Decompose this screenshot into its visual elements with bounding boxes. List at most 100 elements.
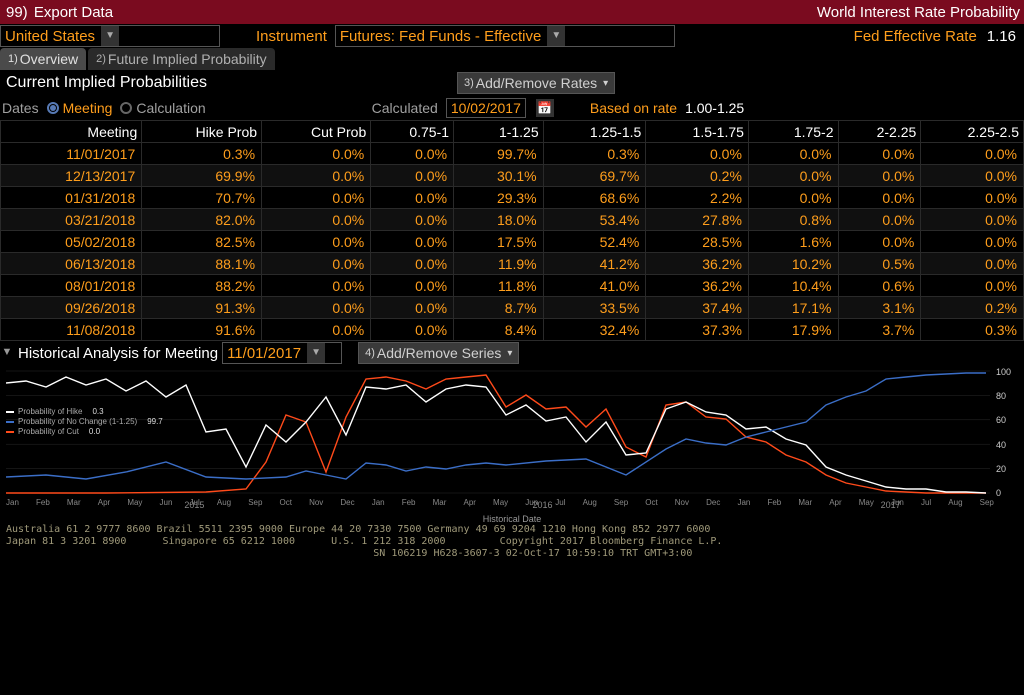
table-cell: 70.7%: [142, 187, 262, 209]
x-tick: Jul: [555, 498, 565, 507]
table-cell: 0.0%: [646, 143, 749, 165]
table-cell: 33.5%: [543, 297, 646, 319]
x-tick: Jan: [6, 498, 19, 507]
legend-item: Probability of No Change (1-1.25)99.7: [6, 417, 163, 427]
y-tick: 100: [996, 367, 1011, 377]
table-cell: 91.3%: [142, 297, 262, 319]
menu-num: 3): [464, 77, 474, 89]
x-tick: Aug: [217, 498, 231, 507]
probabilities-table: MeetingHike ProbCut Prob0.75-11-1.251.25…: [0, 120, 1024, 341]
country-select[interactable]: United States ▼: [0, 25, 220, 47]
column-header: 1-1.25: [454, 121, 544, 143]
table-row[interactable]: 09/26/201891.3%0.0%0.0%8.7%33.5%37.4%17.…: [1, 297, 1024, 319]
table-cell: 1.6%: [748, 231, 838, 253]
collapse-icon[interactable]: ▼: [0, 346, 14, 360]
chart-title: Historical Analysis for Meeting: [18, 345, 218, 362]
table-cell: 69.7%: [543, 165, 646, 187]
chart-date-value: 11/01/2017: [227, 345, 301, 362]
x-tick: Aug: [583, 498, 597, 507]
table-cell: 69.9%: [142, 165, 262, 187]
table-cell: 0.0%: [921, 187, 1024, 209]
table-cell: 52.4%: [543, 231, 646, 253]
table-cell: 0.0%: [371, 187, 454, 209]
table-row[interactable]: 08/01/201888.2%0.0%0.0%11.8%41.0%36.2%10…: [1, 275, 1024, 297]
chevron-down-icon: ▼: [101, 26, 119, 46]
footer-line-1: Australia 61 2 9777 8600 Brazil 5511 239…: [6, 524, 1018, 536]
radio-meeting[interactable]: Meeting: [47, 100, 113, 116]
add-remove-rates-button[interactable]: 3) Add/Remove Rates ▾: [457, 72, 615, 94]
x-tick: May: [493, 498, 508, 507]
table-cell: 12/13/2017: [1, 165, 142, 187]
table-cell: 0.0%: [371, 275, 454, 297]
dates-label: Dates: [2, 100, 39, 116]
table-cell: 0.0%: [921, 231, 1024, 253]
column-header: 0.75-1: [371, 121, 454, 143]
chart-legend: Probability of Hike0.3Probability of No …: [6, 407, 163, 437]
table-cell: 41.2%: [543, 253, 646, 275]
x-tick: Aug: [948, 498, 962, 507]
table-cell: 0.0%: [838, 143, 921, 165]
add-remove-series-button[interactable]: 4) Add/Remove Series ▾: [358, 342, 519, 364]
chart-date-select[interactable]: 11/01/2017 ▼: [222, 342, 342, 364]
x-tick: Mar: [67, 498, 81, 507]
table-row[interactable]: 01/31/201870.7%0.0%0.0%29.3%68.6%2.2%0.0…: [1, 187, 1024, 209]
table-cell: 17.1%: [748, 297, 838, 319]
top-bar: 99) Export Data World Interest Rate Prob…: [0, 0, 1024, 24]
table-cell: 29.3%: [454, 187, 544, 209]
table-cell: 0.0%: [262, 209, 371, 231]
chart-header: ▼ Historical Analysis for Meeting 11/01/…: [0, 341, 1024, 365]
table-cell: 0.0%: [921, 165, 1024, 187]
table-cell: 0.3%: [921, 319, 1024, 341]
table-row[interactable]: 11/01/20170.3%0.0%0.0%99.7%0.3%0.0%0.0%0…: [1, 143, 1024, 165]
column-header: Hike Prob: [142, 121, 262, 143]
table-cell: 37.4%: [646, 297, 749, 319]
table-row[interactable]: 11/08/201891.6%0.0%0.0%8.4%32.4%37.3%17.…: [1, 319, 1024, 341]
table-cell: 0.2%: [646, 165, 749, 187]
calculated-date-input[interactable]: 10/02/2017: [446, 98, 526, 118]
tab-future-implied[interactable]: 2) Future Implied Probability: [88, 48, 275, 70]
based-on-rate-label: Based on rate: [590, 100, 677, 116]
export-data-button[interactable]: 99) Export Data: [4, 4, 113, 21]
column-header: 2-2.25: [838, 121, 921, 143]
tabs: 1) Overview 2) Future Implied Probabilit…: [0, 48, 1024, 70]
radio-calculation[interactable]: Calculation: [120, 100, 205, 116]
x-tick: Jun: [160, 498, 173, 507]
year-2016: 2016: [532, 500, 552, 510]
table-row[interactable]: 06/13/201888.1%0.0%0.0%11.9%41.2%36.2%10…: [1, 253, 1024, 275]
chevron-down-icon: ▼: [307, 343, 325, 363]
tab-num: 2): [96, 53, 106, 65]
instrument-select[interactable]: Futures: Fed Funds - Effective ▼: [335, 25, 675, 47]
x-tick: Feb: [402, 498, 416, 507]
calendar-icon[interactable]: 📅: [536, 99, 554, 117]
table-cell: 0.8%: [748, 209, 838, 231]
table-row[interactable]: 12/13/201769.9%0.0%0.0%30.1%69.7%0.2%0.0…: [1, 165, 1024, 187]
y-tick: 20: [996, 464, 1006, 474]
table-cell: 30.1%: [454, 165, 544, 187]
year-2017: 2017: [881, 500, 901, 510]
chevron-down-icon: ▾: [507, 348, 512, 359]
x-tick: Apr: [829, 498, 841, 507]
table-cell: 03/21/2018: [1, 209, 142, 231]
x-tick: Apr: [463, 498, 475, 507]
table-cell: 0.0%: [371, 231, 454, 253]
footer-line-3: SN 106219 H628-3607-3 02-Oct-17 10:59:10…: [6, 548, 1018, 560]
instrument-label: Instrument: [256, 28, 327, 45]
table-cell: 0.0%: [262, 275, 371, 297]
tab-label: Overview: [20, 51, 78, 67]
table-cell: 10.4%: [748, 275, 838, 297]
table-cell: 17.5%: [454, 231, 544, 253]
radio-label: Meeting: [63, 100, 113, 116]
table-row[interactable]: 03/21/201882.0%0.0%0.0%18.0%53.4%27.8%0.…: [1, 209, 1024, 231]
table-row[interactable]: 05/02/201882.5%0.0%0.0%17.5%52.4%28.5%1.…: [1, 231, 1024, 253]
table-cell: 0.0%: [371, 143, 454, 165]
y-tick: 60: [996, 415, 1006, 425]
table-cell: 11/01/2017: [1, 143, 142, 165]
table-cell: 01/31/2018: [1, 187, 142, 209]
tab-overview[interactable]: 1) Overview: [0, 48, 86, 70]
table-cell: 0.0%: [371, 319, 454, 341]
effective-rate-label: Fed Effective Rate: [854, 28, 977, 45]
column-header: 1.5-1.75: [646, 121, 749, 143]
table-cell: 0.0%: [262, 297, 371, 319]
table-cell: 17.9%: [748, 319, 838, 341]
x-tick: Jan: [737, 498, 750, 507]
